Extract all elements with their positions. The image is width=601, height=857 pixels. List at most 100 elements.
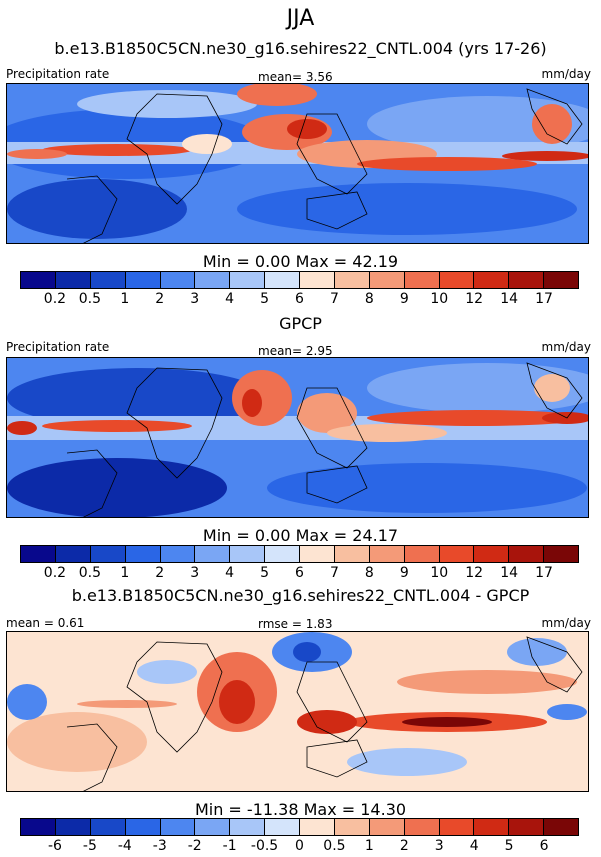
colorbar-swatch <box>544 272 578 288</box>
colorbar-swatch <box>55 546 91 562</box>
colorbar-tick-label: 2 <box>155 291 165 307</box>
colorbar-swatch <box>509 546 545 562</box>
colorbar-swatch <box>21 272 56 288</box>
colorbar-tick-label: 0.2 <box>43 291 67 307</box>
colorbar-swatch <box>125 819 161 835</box>
colorbar-swatch <box>300 819 335 835</box>
colorbar-tick-label: 1 <box>120 565 130 581</box>
panel-2-variable-label: Precipitation rate <box>6 340 110 354</box>
colorbar-swatch <box>265 546 300 562</box>
colorbar-swatch <box>55 272 91 288</box>
colorbar-swatch <box>300 272 335 288</box>
colorbar-tick-label: 8 <box>364 565 374 581</box>
colorbar-tick-label: 4 <box>225 565 235 581</box>
colorbar-tick-label: 14 <box>500 291 519 307</box>
colorbar-tick-label: 1 <box>364 838 374 854</box>
colorbar-tick-label: 12 <box>465 291 484 307</box>
panel-2-minmax: Min = 0.00 Max = 24.17 <box>202 526 399 545</box>
colorbar-tick-label: 5 <box>260 291 270 307</box>
colorbar-swatch <box>369 272 405 288</box>
colorbar-tick-label: 5 <box>504 838 514 854</box>
colorbar-tick-label: 2 <box>399 838 409 854</box>
colorbar-swatch <box>474 819 510 835</box>
colorbar-tick-label: 6 <box>295 291 304 307</box>
colorbar-tick-label: 0.2 <box>43 565 67 581</box>
colorbar-swatch <box>230 272 266 288</box>
colorbar-swatch <box>195 272 231 288</box>
colorbar-swatch <box>21 819 56 835</box>
colorbar-tick-label: 7 <box>329 291 339 307</box>
panel-3-map <box>6 631 589 792</box>
colorbar-swatch <box>300 546 335 562</box>
colorbar-swatch <box>369 819 405 835</box>
colorbar-tick-label: -5 <box>82 838 97 854</box>
colorbar-swatch <box>474 272 510 288</box>
panel-3-mean-label: mean = 0.61 <box>6 616 85 630</box>
colorbar-tick-label: 17 <box>535 565 553 581</box>
colorbar-tick-label: -4 <box>117 838 132 854</box>
colorbar-tick-label: 17 <box>535 291 553 307</box>
colorbar-swatch <box>90 546 126 562</box>
colorbar-tick-label: 3 <box>434 838 444 854</box>
colorbar-tick-label: 9 <box>399 291 409 307</box>
colorbar-swatch <box>404 272 440 288</box>
colorbar-swatch <box>265 272 300 288</box>
colorbar-swatch <box>230 819 266 835</box>
panel-1-colorbar <box>20 271 579 289</box>
colorbar-swatch <box>265 819 300 835</box>
colorbar-swatch <box>334 272 370 288</box>
colorbar-swatch <box>369 546 405 562</box>
panel-1-mean-label: mean= 3.56 <box>258 70 333 84</box>
colorbar-swatch <box>474 546 510 562</box>
colorbar-tick-label: 0.5 <box>323 838 346 854</box>
colorbar-tick-label: -3 <box>152 838 167 854</box>
colorbar-swatch <box>544 819 578 835</box>
panel-3-units-label: mm/day <box>541 616 592 630</box>
figure-title: JJA <box>286 6 315 31</box>
panel-3-minmax: Min = -11.38 Max = 14.30 <box>194 800 407 819</box>
colorbar-tick-label: 10 <box>430 291 449 307</box>
colorbar-swatch <box>160 546 196 562</box>
colorbar-tick-label: 3 <box>190 291 200 307</box>
colorbar-tick-label: -2 <box>187 838 202 854</box>
colorbar-swatch <box>404 819 440 835</box>
colorbar-swatch <box>55 819 91 835</box>
colorbar-tick-label: 9 <box>399 565 409 581</box>
colorbar-swatch <box>439 272 475 288</box>
panel-2-colorbar <box>20 545 579 563</box>
colorbar-swatch <box>90 819 126 835</box>
colorbar-swatch <box>90 272 126 288</box>
colorbar-swatch <box>334 819 370 835</box>
panel-2-map <box>6 357 589 518</box>
colorbar-tick-label: 4 <box>225 291 235 307</box>
colorbar-tick-label: 6 <box>295 565 304 581</box>
colorbar-tick-label: 6 <box>539 838 549 854</box>
panel-1-map <box>6 83 589 244</box>
colorbar-swatch <box>439 546 475 562</box>
panel-3-colorbar <box>20 818 579 836</box>
colorbar-swatch <box>160 819 196 835</box>
colorbar-swatch <box>195 819 231 835</box>
colorbar-tick-label: -0.5 <box>250 838 279 854</box>
colorbar-tick-label: 0.5 <box>78 565 102 581</box>
panel-1-units-label: mm/day <box>541 67 592 81</box>
colorbar-swatch <box>21 546 56 562</box>
panel-2-mean-label: mean= 2.95 <box>258 344 333 358</box>
colorbar-swatch <box>509 819 545 835</box>
colorbar-tick-label: 7 <box>329 565 339 581</box>
colorbar-swatch <box>404 546 440 562</box>
panel-3-title: b.e13.B1850C5CN.ne30_g16.sehires22_CNTL.… <box>71 586 530 605</box>
colorbar-tick-label: 8 <box>364 291 374 307</box>
colorbar-swatch <box>125 546 161 562</box>
colorbar-swatch <box>334 546 370 562</box>
panel-2-units-label: mm/day <box>541 340 592 354</box>
colorbar-tick-label: 3 <box>190 565 200 581</box>
panel-1-minmax: Min = 0.00 Max = 42.19 <box>202 252 399 271</box>
colorbar-swatch <box>230 546 266 562</box>
colorbar-tick-label: 2 <box>155 565 165 581</box>
colorbar-tick-label: 1 <box>120 291 130 307</box>
colorbar-tick-label: 10 <box>430 565 449 581</box>
colorbar-swatch <box>544 546 578 562</box>
colorbar-tick-label: 0.5 <box>78 291 102 307</box>
colorbar-swatch <box>125 272 161 288</box>
